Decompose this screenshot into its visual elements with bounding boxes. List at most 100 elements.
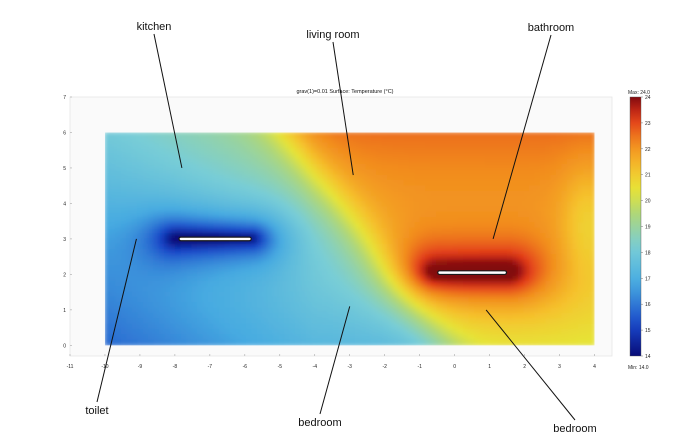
field-cell [202, 265, 210, 272]
field-cell [131, 291, 139, 299]
field-cell [251, 328, 258, 336]
field-cell [169, 190, 177, 198]
field-cell [452, 307, 460, 315]
field-cell [180, 158, 188, 166]
field-cell [365, 254, 373, 261]
field-cell [343, 291, 351, 299]
field-cell [566, 296, 574, 304]
field-cell [534, 195, 541, 203]
field-cell [142, 275, 150, 283]
field-cell [566, 158, 574, 166]
field-cell [572, 222, 579, 229]
field-cell [512, 238, 520, 245]
field-cell [447, 158, 454, 166]
field-cell [479, 265, 487, 272]
field-cell [169, 206, 177, 214]
field-cell [104, 158, 112, 166]
field-cell [153, 307, 161, 315]
y-tick-label: 2 [63, 272, 66, 278]
field-cell [251, 233, 258, 240]
field-cell [158, 217, 166, 224]
field-cell [191, 243, 199, 251]
field-cell [365, 296, 373, 304]
field-cell [262, 296, 269, 304]
field-cell [496, 222, 503, 229]
field-cell [332, 275, 340, 283]
field-cell [218, 222, 226, 229]
field-cell [496, 201, 503, 208]
field-cell [256, 211, 264, 219]
field-cell [425, 195, 433, 203]
field-cell [458, 137, 465, 144]
field-cell [109, 211, 117, 219]
field-cell [463, 286, 471, 293]
field-cell [545, 174, 552, 182]
field-cell [550, 280, 558, 288]
field-cell [115, 217, 122, 224]
field-cell [419, 137, 427, 144]
field-cell [501, 147, 509, 155]
field-cell [191, 291, 199, 299]
field-cell [403, 142, 411, 150]
field-cell [224, 328, 231, 336]
field-cell [555, 222, 563, 229]
field-cell [468, 169, 476, 176]
field-cell [376, 190, 384, 198]
field-cell [463, 318, 471, 325]
field-cell [164, 249, 171, 256]
field-cell [577, 307, 585, 315]
field-cell [273, 254, 280, 261]
field-cell [490, 259, 498, 267]
field-cell [343, 185, 351, 192]
field-cell [164, 270, 171, 277]
field-cell [175, 190, 182, 198]
field-cell [235, 206, 242, 214]
field-cell [447, 211, 454, 219]
field-cell [458, 312, 465, 320]
field-cell [235, 318, 242, 325]
field-cell [283, 318, 291, 325]
field-cell [349, 286, 356, 293]
field-cell [376, 307, 384, 315]
field-cell [224, 179, 231, 187]
field-cell [207, 238, 215, 245]
field-cell [343, 249, 351, 256]
field-cell [360, 190, 367, 198]
field-cell [207, 153, 215, 160]
field-cell [528, 147, 536, 155]
field-cell [164, 238, 171, 245]
field-cell [196, 132, 204, 139]
field-cell [506, 211, 514, 219]
field-cell [256, 296, 264, 304]
field-cell [300, 233, 307, 240]
field-cell [545, 195, 552, 203]
field-cell [327, 307, 335, 315]
field-cell [316, 211, 324, 219]
field-cell [235, 217, 242, 224]
field-cell [555, 312, 563, 320]
field-cell [273, 201, 280, 208]
field-cell [387, 270, 394, 277]
field-cell [224, 147, 231, 155]
field-cell [251, 179, 258, 187]
field-cell [354, 147, 362, 155]
field-cell [539, 132, 547, 139]
field-cell [539, 259, 547, 267]
field-cell [561, 217, 569, 224]
field-cell [550, 190, 558, 198]
field-cell [115, 142, 122, 150]
field-cell [273, 169, 280, 176]
field-cell [327, 243, 335, 251]
field-cell [322, 179, 329, 187]
field-cell [207, 179, 215, 187]
field-cell [240, 328, 248, 336]
field-cell [403, 286, 411, 293]
field-cell [213, 286, 220, 293]
field-cell [441, 259, 449, 267]
field-cell [147, 318, 155, 325]
field-cell [267, 312, 275, 320]
field-cell [196, 233, 204, 240]
field-cell [354, 296, 362, 304]
field-cell [191, 318, 199, 325]
field-cell [147, 142, 155, 150]
